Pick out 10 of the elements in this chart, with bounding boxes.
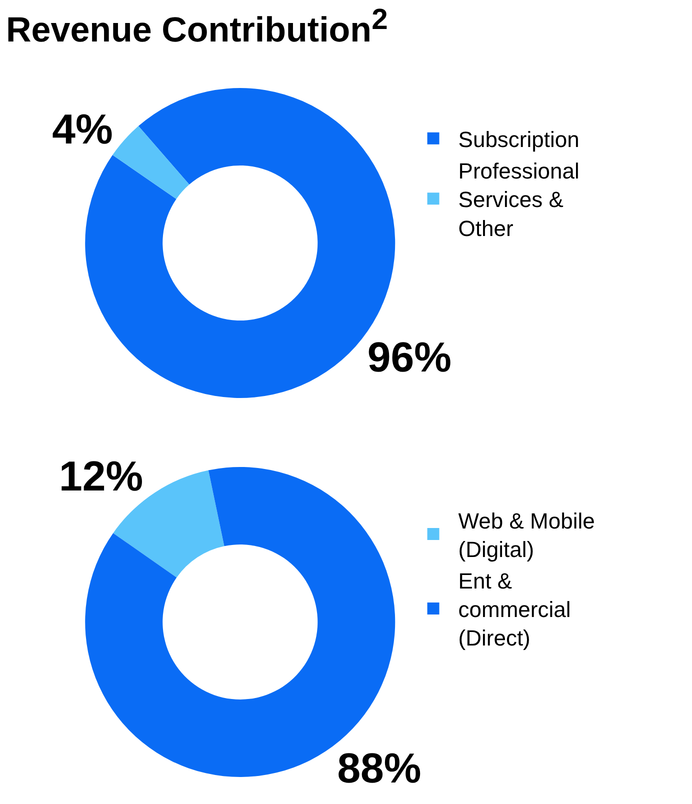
data-label: 96% [367, 333, 452, 380]
legend-label: Professional Services & Other [458, 158, 580, 241]
legend-label: Web & Mobile (Digital) [458, 508, 595, 562]
data-label: 4% [52, 106, 113, 153]
donut-slice [112, 126, 190, 199]
data-label: 12% [58, 452, 144, 500]
legend-label: Subscription [458, 126, 580, 152]
data-label: 88% [337, 744, 422, 792]
chart-title: Revenue Contribution$^{2}$ [6, 4, 388, 51]
legend-label: Ent & commercial (Direct) [458, 568, 571, 651]
